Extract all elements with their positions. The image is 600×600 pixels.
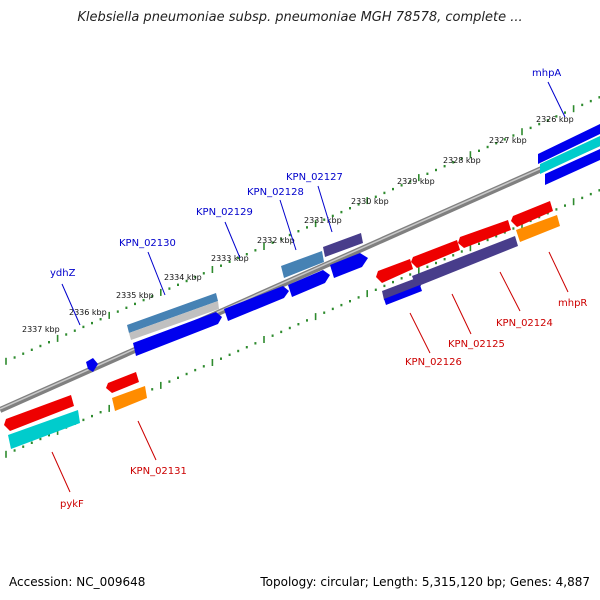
gene-labels: mhpA KPN_02127 KPN_02128 KPN_02129 KPN_0… <box>50 68 587 510</box>
kbp-label: 2326 kbp <box>536 115 574 124</box>
kbp-label: 2328 kbp <box>443 156 481 165</box>
gene-label-pykF[interactable]: pykF <box>60 499 84 510</box>
gene-feature-kpn02130-cds[interactable] <box>133 312 222 356</box>
gene-feature-kpn02131[interactable] <box>112 386 147 411</box>
upper-tick-track <box>5 96 600 365</box>
leader-line <box>451 293 472 335</box>
gene-feature-kpn02125-cds[interactable] <box>411 240 460 268</box>
reverse-features <box>4 201 560 449</box>
gene-feature-kpn02130-gray[interactable] <box>129 301 219 340</box>
leader-line <box>547 81 566 118</box>
forward-features <box>86 124 600 372</box>
kbp-label: 2327 kbp <box>489 136 527 145</box>
leader-line <box>51 451 71 493</box>
gene-feature-mhpR-cds[interactable] <box>511 201 553 227</box>
gene-label-kpn02125[interactable]: KPN_02125 <box>448 339 505 350</box>
gene-label-kpn02124[interactable]: KPN_02124 <box>496 318 553 329</box>
gene-label-kpn02127[interactable]: KPN_02127 <box>286 172 343 183</box>
gene-feature-pykF[interactable] <box>8 410 80 449</box>
gene-label-mhpA[interactable]: mhpA <box>532 68 561 79</box>
kbp-label: 2337 kbp <box>22 325 60 334</box>
leader-line <box>548 251 569 293</box>
gene-label-mhpR[interactable]: mhpR <box>558 298 587 309</box>
leader-line <box>147 251 166 296</box>
gene-feature-mhpR[interactable] <box>516 215 560 242</box>
gene-feature-kpn02127[interactable] <box>323 233 363 257</box>
gene-feature-kpn02128-cds[interactable] <box>288 270 330 297</box>
gene-label-kpn02129[interactable]: KPN_02129 <box>196 207 253 218</box>
kbp-label: 2334 kbp <box>164 273 202 282</box>
gene-feature-kpn02129-cds[interactable] <box>224 286 289 321</box>
lower-tick-track <box>5 189 600 458</box>
gene-label-kpn02131[interactable]: KPN_02131 <box>130 466 187 477</box>
gene-feature-ydhZ[interactable] <box>86 358 98 372</box>
gene-feature-kpn02131-cds[interactable] <box>106 372 139 393</box>
gene-feature-kpn02126-blue[interactable] <box>384 285 422 305</box>
kbp-label: 2330 kbp <box>351 197 389 206</box>
leader-line <box>137 420 157 461</box>
kbp-label: 2335 kbp <box>116 291 154 300</box>
leader-line <box>499 271 521 312</box>
genome-summary-text: Topology: circular; Length: 5,315,120 bp… <box>260 575 590 589</box>
accession-text: Accession: NC_009648 <box>9 575 146 589</box>
kbp-label: 2332 kbp <box>257 236 295 245</box>
leader-line <box>224 221 241 259</box>
gene-feature-kpn02126-cds[interactable] <box>376 259 413 283</box>
map-title: Klebsiella pneumoniae subsp. pneumoniae … <box>77 10 523 25</box>
kbp-label: 2331 kbp <box>304 216 342 225</box>
gene-feature-kpn02130[interactable] <box>127 293 218 333</box>
gene-feature-mhpA-blue[interactable] <box>538 124 600 164</box>
gene-feature-kpn02127-cds[interactable] <box>330 253 368 278</box>
gene-label-kpn02130[interactable]: KPN_02130 <box>119 238 176 249</box>
kbp-axis: 2326 kbp 2327 kbp 2328 kbp 2329 kbp 2330… <box>22 115 574 334</box>
kbp-label: 2336 kbp <box>69 308 107 317</box>
gene-feature-pykF-cds[interactable] <box>4 395 74 431</box>
leader-line <box>409 312 431 354</box>
gene-label-kpn02126[interactable]: KPN_02126 <box>405 357 462 368</box>
leader-line <box>279 199 297 251</box>
gene-feature-kpn02128[interactable] <box>281 251 324 278</box>
gene-label-kpn02128[interactable]: KPN_02128 <box>247 187 304 198</box>
gene-feature-kpn02124-cds[interactable] <box>458 220 511 248</box>
gene-feature-mhpA-cds[interactable] <box>545 149 600 185</box>
gene-feature-kpn02124[interactable] <box>412 236 518 287</box>
kbp-label: 2333 kbp <box>211 254 249 263</box>
gene-label-ydhZ[interactable]: ydhZ <box>50 268 76 279</box>
kbp-label: 2329 kbp <box>397 177 435 186</box>
leader-line <box>317 185 333 233</box>
gene-feature-kpn02126[interactable] <box>382 277 421 300</box>
gene-feature-mhpA-cyan[interactable] <box>540 136 600 174</box>
leader-line <box>61 283 81 326</box>
leader-lines <box>51 81 569 493</box>
backbone <box>0 140 600 413</box>
